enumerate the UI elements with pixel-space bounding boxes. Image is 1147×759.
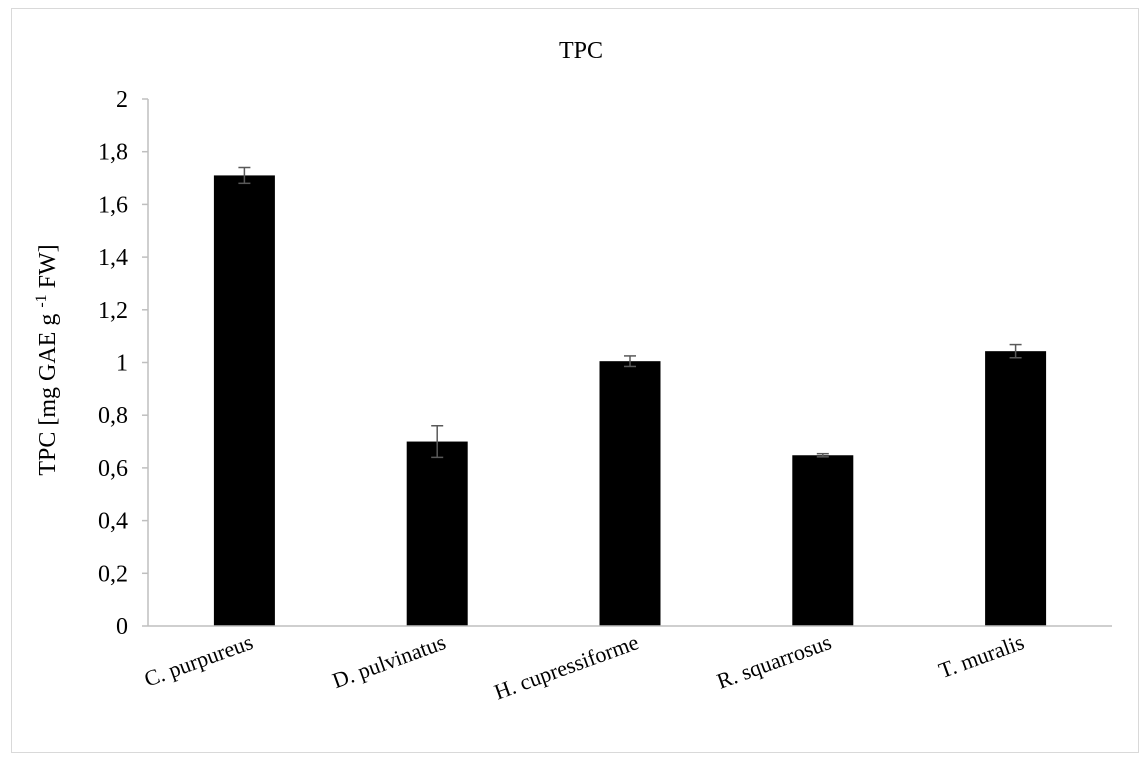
- y-tick-label: 1,4: [98, 245, 128, 271]
- x-tick-label: H. cupressiforme: [491, 629, 642, 704]
- y-tick-label: 0: [116, 614, 128, 640]
- y-tick-label: 0,2: [98, 561, 128, 587]
- y-tick-label: 0,6: [98, 456, 128, 482]
- y-axis-label-unit: FW]: [35, 244, 61, 294]
- bar-h-cupressiforme: [599, 361, 661, 626]
- y-tick-label: 1,8: [98, 140, 128, 166]
- x-tick-label: C. purpureus: [141, 629, 256, 691]
- chart-frame: [11, 8, 1139, 753]
- error-bar: [238, 166, 251, 185]
- bar-c-purpureus: [213, 175, 275, 627]
- y-tick-label: 1,2: [98, 298, 128, 324]
- y-tick-label: 0,8: [98, 403, 128, 429]
- error-bar: [816, 452, 829, 458]
- x-axis-labels: C. purpureus D. pulvinatus H. cupressiform…: [141, 629, 1028, 704]
- error-bar: [624, 355, 636, 368]
- y-axis-label: TPC [mg GAE g -1 FW]: [33, 244, 61, 475]
- bar-t-muralis: [985, 351, 1047, 626]
- y-tick-label: 0,4: [98, 509, 128, 535]
- y-axis-label-main: TPC [mg GAE g: [35, 308, 61, 476]
- chart-title: TPC: [559, 38, 603, 64]
- y-tick-label: 1: [116, 351, 128, 377]
- bar-d-pulvinatus: [406, 441, 468, 626]
- error-bars: [238, 166, 1022, 459]
- x-tick-label: T. muralis: [935, 629, 1027, 683]
- error-bar: [431, 424, 444, 459]
- x-tick-label: D. pulvinatus: [329, 629, 449, 693]
- y-tick-label: 2: [116, 87, 128, 113]
- bar-r-squarrosus: [792, 455, 854, 626]
- y-axis-label-superscript: -1: [33, 294, 50, 307]
- y-axis-ticks: 0 0,2 0,4 0,6 0,8 1 1,2 1,4 1,6 1,8 2: [98, 87, 148, 640]
- x-tick-label: R. squarrosus: [713, 629, 834, 693]
- y-tick-label: 1,6: [98, 192, 128, 218]
- bars: [213, 175, 1047, 627]
- error-bar: [1009, 343, 1022, 359]
